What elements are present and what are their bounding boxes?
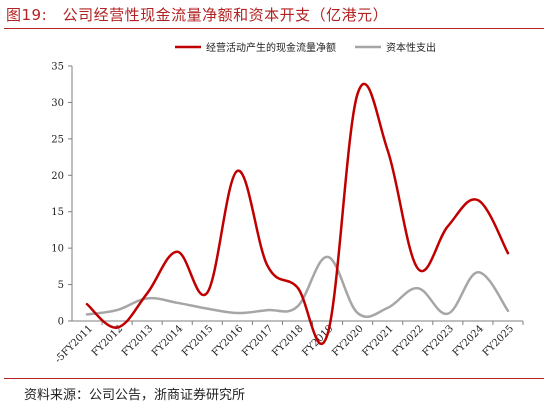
x-tick-label: -5FY2011 (53, 323, 95, 365)
source-divider (4, 378, 544, 379)
x-tick-label: FY2023 (421, 323, 456, 358)
chart-axes: 0 5 10 15 20 25 30 35 -5FY2011FY2012FY2013FY2014… (51, 62, 524, 366)
y-tick-label: 25 (51, 134, 64, 145)
source-note: 资料来源：公司公告，浙商证券研究所 (24, 388, 246, 403)
x-tick-label: FY2025 (481, 323, 516, 358)
x-tick-label: FY2015 (180, 323, 215, 358)
y-tick-label: 35 (51, 62, 64, 73)
series-line-operating-cashflow (85, 82, 510, 345)
series-line-capex (85, 255, 510, 318)
y-tick-label: 0 (58, 317, 64, 328)
chart-area: 经营活动产生的现金流量净额 资本性支出 0 5 10 15 20 25 30 35 -5FY20… (51, 41, 524, 366)
x-tick-label: FY2014 (150, 323, 185, 358)
x-tick-label: FY2022 (391, 323, 426, 358)
y-tick-label: 20 (51, 171, 64, 182)
y-tick-label: 15 (51, 207, 64, 218)
y-tick-label: 30 (51, 98, 64, 109)
title-divider (4, 28, 544, 29)
chart-legend: 经营活动产生的现金流量净额 资本性支出 (175, 41, 436, 54)
x-tick-label: FY2016 (210, 323, 245, 358)
y-tick-label: 10 (51, 244, 64, 255)
x-tick-label: FY2020 (330, 323, 365, 358)
y-tick-label: 5 (58, 280, 64, 291)
legend-label-operating-cashflow: 经营活动产生的现金流量净额 (206, 41, 336, 54)
figure-title: 图19: 公司经营性现金流量净额和资本开支（亿港元） (6, 6, 389, 24)
legend-label-capex: 资本性支出 (386, 41, 436, 54)
x-tick-label: FY2024 (451, 323, 486, 358)
chart-series (85, 82, 510, 345)
x-tick-label: FY2013 (120, 323, 155, 358)
x-tick-label: FY2021 (360, 323, 395, 358)
x-tick-label: FY2017 (240, 323, 275, 358)
x-tick-label: FY2012 (90, 323, 125, 358)
x-tick-label: FY2018 (270, 323, 305, 358)
